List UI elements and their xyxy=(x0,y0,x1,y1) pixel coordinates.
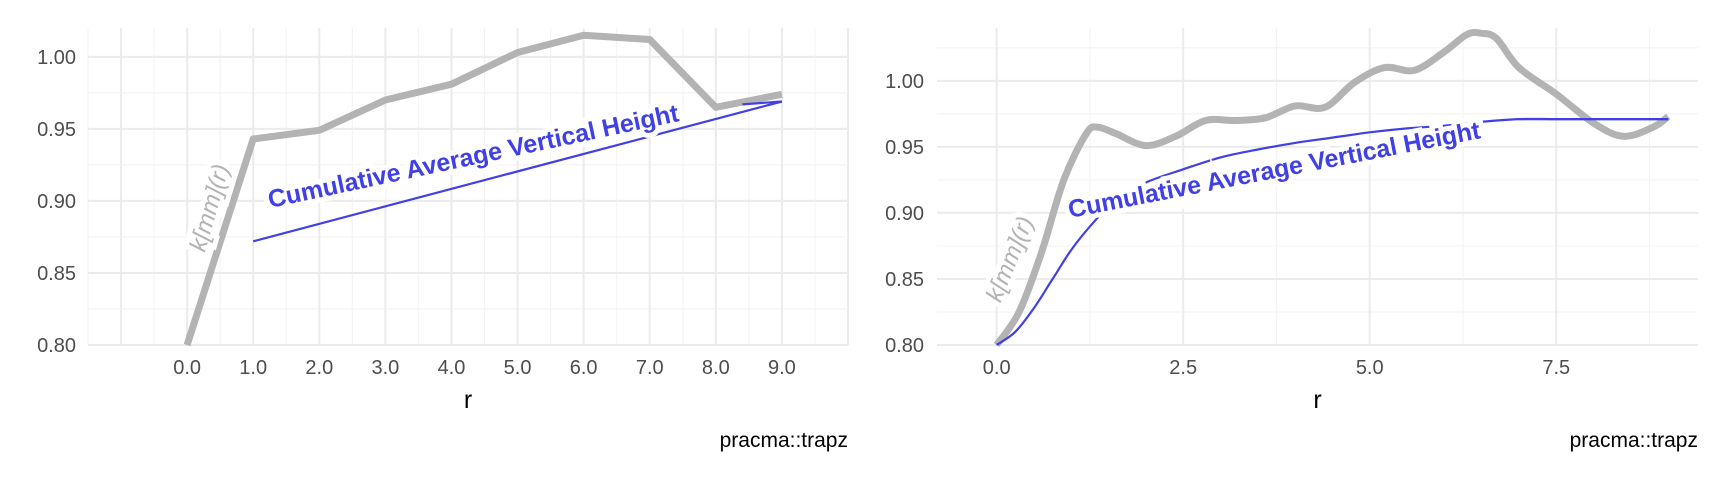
x-axis-title: r xyxy=(464,386,472,414)
x-tick-label: 7.0 xyxy=(636,357,664,379)
y-tick-label: 1.00 xyxy=(885,71,924,93)
grid xyxy=(87,28,849,346)
series-label-average: Cumulative Average Vertical Height xyxy=(265,99,681,214)
y-tick-label: 0.80 xyxy=(37,335,76,357)
series-line-average-tail xyxy=(742,100,782,106)
y-tick-label: 0.80 xyxy=(885,335,924,357)
x-tick-label: 0.0 xyxy=(173,357,201,379)
y-tick-label: 0.95 xyxy=(37,119,76,141)
x-tick-label: 2.5 xyxy=(1169,357,1197,379)
x-tick-label: 1.0 xyxy=(239,357,267,379)
x-tick-label: 8.0 xyxy=(702,357,730,379)
y-tick-label: 0.90 xyxy=(885,203,924,225)
x-tick-label: 5.0 xyxy=(1356,357,1384,379)
y-tick-label: 0.85 xyxy=(37,263,76,285)
series-line-k xyxy=(993,29,1671,348)
x-tick-label: 5.0 xyxy=(504,357,532,379)
chart-2: 0.0 2.5 5.0 7.5 0.80 0.85 0.90 0.95 1.00 r pracma:… xyxy=(885,28,1698,452)
x-tick-label: 0.0 xyxy=(983,357,1011,379)
x-tick-label: 2.0 xyxy=(305,357,333,379)
chart-caption: pracma::trapz xyxy=(720,429,848,452)
x-axis-title: r xyxy=(1313,386,1321,414)
x-tick-label: 7.5 xyxy=(1542,357,1570,379)
y-tick-label: 0.85 xyxy=(885,269,924,291)
y-tick-label: 0.95 xyxy=(885,137,924,159)
series-line-k xyxy=(183,31,783,347)
chart-1: 0.0 1.0 2.0 3.0 4.0 5.0 6.0 7.0 8.0 9.0 0.80 0.85 0.… xyxy=(37,28,849,452)
y-tick-label: 1.00 xyxy=(37,47,76,69)
x-tick-label: 3.0 xyxy=(371,357,399,379)
x-tick-label: 9.0 xyxy=(768,357,796,379)
chart-caption: pracma::trapz xyxy=(1570,429,1698,452)
y-tick-label: 0.90 xyxy=(37,191,76,213)
x-tick-label: 6.0 xyxy=(570,357,598,379)
series-label-average: Cumulative Average Vertical Height xyxy=(1066,116,1483,224)
x-tick-label: 4.0 xyxy=(438,357,466,379)
grid xyxy=(937,28,1698,346)
series-line-average xyxy=(252,100,783,243)
